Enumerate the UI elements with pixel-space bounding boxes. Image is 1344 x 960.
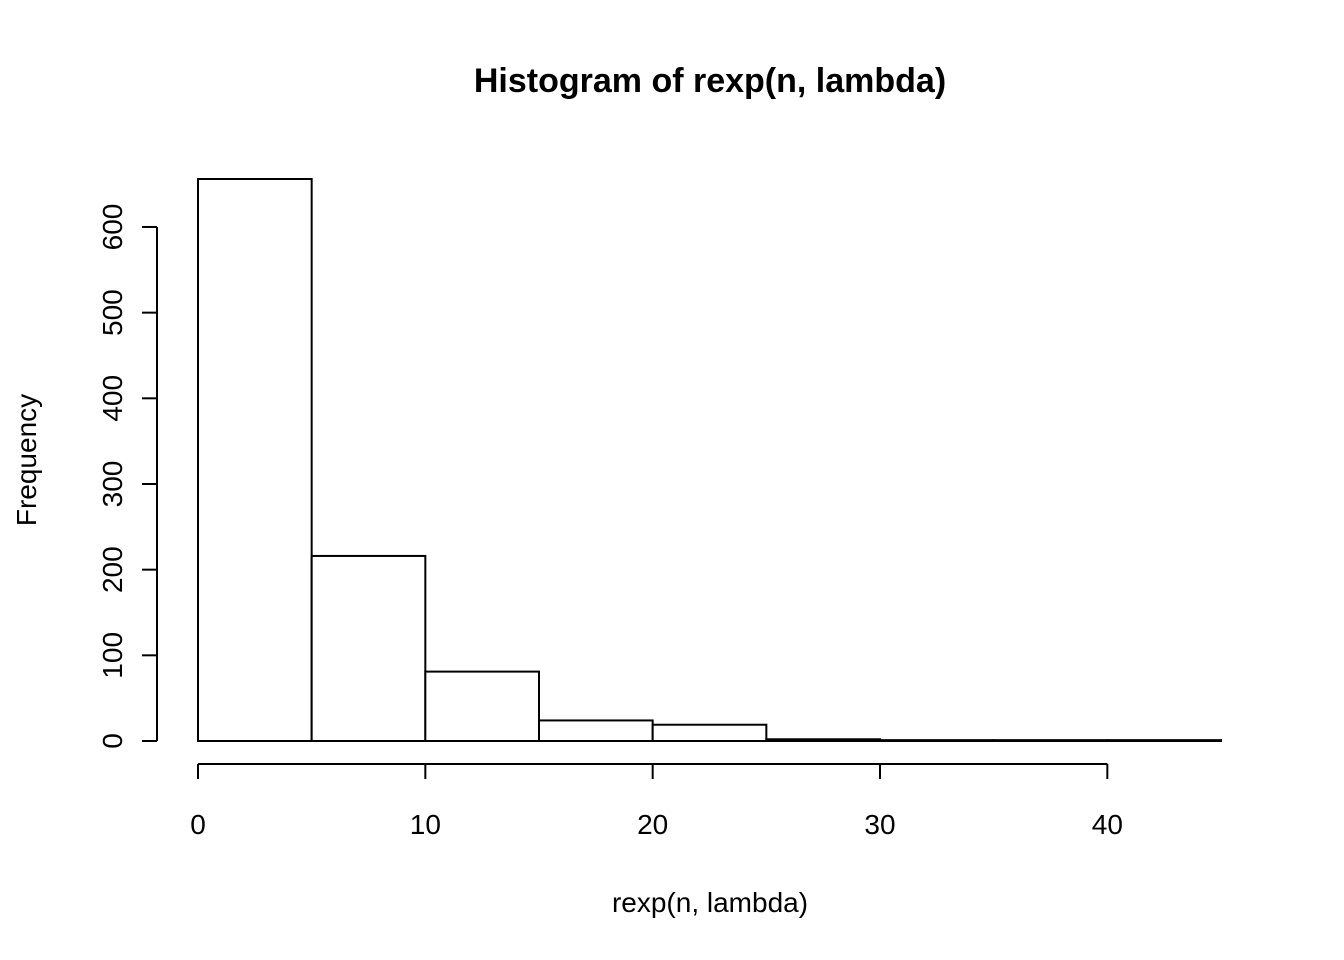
histogram-bar (765, 738, 881, 742)
y-tick-label: 500 (97, 289, 128, 336)
x-axis-label: rexp(n, lambda) (612, 887, 808, 918)
x-tick-label: 40 (1092, 809, 1123, 840)
y-tick-label: 100 (97, 632, 128, 679)
x-tick-label: 10 (410, 809, 441, 840)
x-axis: 0 10 20 30 40 (190, 763, 1123, 840)
x-tick-label: 20 (637, 809, 668, 840)
y-tick-label: 600 (97, 204, 128, 251)
y-tick-label: 400 (97, 375, 128, 422)
x-tick-label: 0 (190, 809, 206, 840)
histogram-bar (879, 739, 995, 743)
histogram-bar (197, 178, 313, 742)
y-axis: 0 100 200 300 400 500 600 (97, 204, 158, 749)
y-tick-label: 300 (97, 461, 128, 508)
histogram-bar (310, 554, 427, 743)
histogram-bar (424, 670, 541, 742)
histogram-bar (1106, 739, 1223, 743)
chart-title: Histogram of rexp(n, lambda) (474, 62, 946, 100)
y-tick-label: 200 (97, 546, 128, 593)
y-tick-label: 0 (97, 733, 128, 749)
histogram-bar (651, 723, 768, 742)
x-tick-label: 30 (864, 809, 895, 840)
histogram-bar (538, 719, 654, 743)
y-axis-label: Frequency (11, 394, 42, 526)
bars-group (197, 178, 1223, 743)
histogram-bar (992, 739, 1109, 743)
